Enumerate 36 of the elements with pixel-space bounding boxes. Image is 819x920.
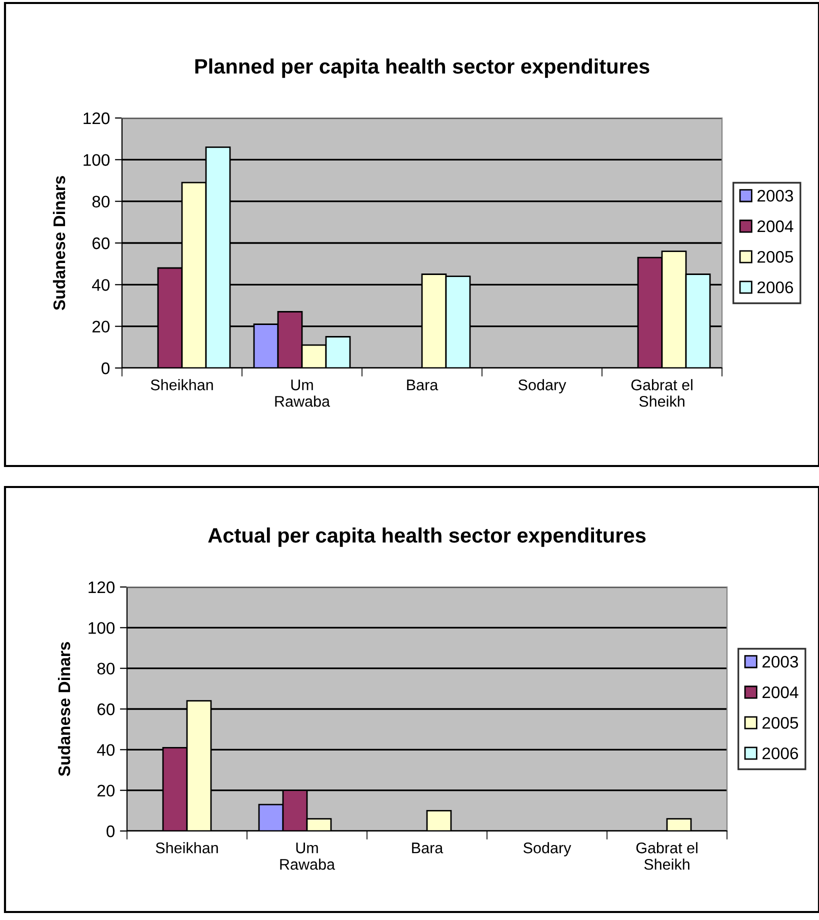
x-tick-label: Sheikhan bbox=[156, 842, 218, 854]
legend-label: 2004 bbox=[758, 220, 794, 232]
x-tick-label: Um Rawaba bbox=[275, 380, 330, 407]
legend-label: 2003 bbox=[762, 656, 798, 668]
chart-title: Actual per capita health sector expenditures bbox=[208, 527, 646, 547]
legend-label: 2004 bbox=[762, 686, 798, 698]
chart-title: Planned per capita health sector expenditures bbox=[195, 58, 650, 78]
y-tick-label: 40 bbox=[97, 744, 115, 756]
x-tick-label: Um Rawaba bbox=[280, 842, 336, 870]
x-tick-label: Sodary bbox=[523, 842, 572, 856]
legend-label: 2005 bbox=[762, 716, 798, 729]
y-tick-label: 60 bbox=[92, 237, 110, 250]
x-tick-label: Bara bbox=[412, 842, 444, 854]
y-tick-label: 20 bbox=[92, 320, 110, 333]
y-axis-title: Sudanese Dinars bbox=[52, 176, 66, 310]
legend-label: 2006 bbox=[758, 281, 794, 294]
legend-label: 2005 bbox=[758, 250, 794, 263]
x-tick-label: Gabrat el Sheikh bbox=[631, 379, 692, 407]
y-tick-label: 0 bbox=[106, 825, 115, 838]
y-axis-title: Sudanese Dinars bbox=[58, 642, 70, 776]
y-tick-label: 120 bbox=[88, 581, 115, 594]
y-tick-label: 40 bbox=[92, 279, 110, 291]
x-tick-label: Bara bbox=[407, 380, 438, 390]
x-tick-label: Sodary bbox=[518, 379, 566, 394]
x-tick-label: Sheikhan bbox=[150, 379, 213, 390]
x-tick-label: Gabrat el Sheikh bbox=[636, 842, 698, 870]
y-tick-label: 0 bbox=[102, 362, 110, 374]
y-tick-label: 80 bbox=[97, 662, 115, 675]
legend-label: 2003 bbox=[758, 190, 794, 202]
y-tick-label: 60 bbox=[98, 703, 115, 716]
y-tick-label: 100 bbox=[88, 622, 115, 634]
legend-label: 2006 bbox=[762, 747, 798, 760]
y-tick-label: 120 bbox=[84, 112, 110, 124]
y-tick-label: 20 bbox=[97, 784, 115, 797]
y-tick-label: 100 bbox=[84, 154, 110, 166]
y-tick-label: 80 bbox=[92, 196, 110, 208]
